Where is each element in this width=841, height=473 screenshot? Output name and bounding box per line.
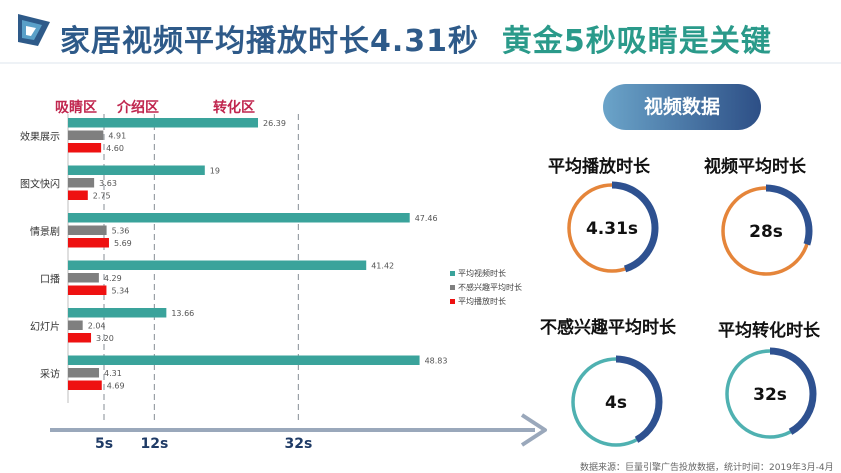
bar-value-label: 2.75 [93,192,111,201]
bar-value-label: 3.63 [99,179,117,188]
bar-0-3 [68,260,367,270]
reference-label-1: 12s [140,436,168,452]
bar-2-4 [68,333,92,343]
legend-swatch-0 [450,271,455,276]
bar-value-label: 41.42 [371,262,394,271]
legend-label-1: 不感兴趣平均时长 [458,282,522,292]
bar-value-label: 4.29 [104,274,122,283]
stat-title-0: 平均播放时长 [548,157,650,177]
bar-1-2 [68,225,107,235]
bar-2-5 [68,380,102,390]
ring-progress-arc [723,347,817,441]
bar-2-2 [68,238,109,248]
legend-label-0: 平均视频时长 [458,268,506,278]
bar-0-2 [68,213,410,223]
panel-heading: 视频数据 [603,84,761,130]
bar-2-1 [68,190,88,200]
timeline-arrowhead [520,413,547,447]
bar-2-0 [68,143,102,153]
ring-progress-arc [719,184,813,278]
bar-value-label: 5.34 [111,287,129,296]
stat-title-3: 平均转化时长 [718,321,820,341]
title-part-2: 黄金5秒吸睛是关键 [501,24,772,59]
zone-label-intro: 介绍区 [116,99,159,116]
bar-1-5 [68,368,100,378]
stat-ring-2: 4s [569,355,663,449]
zone-labels: 吸睛区 介绍区 转化区 [55,99,255,116]
legend-swatch-2 [450,299,455,304]
bar-value-label: 4.69 [107,382,125,391]
zone-label-attract: 吸睛区 [55,99,97,116]
stat-value-1: 28s [749,222,783,242]
bar-chart: 吸睛区 介绍区 转化区 5s 12s 32s 效果展示 26.39 4.91 4.60 图文快… [20,99,547,452]
legend-label-2: 平均播放时长 [458,296,506,306]
stat-ring-3: 32s [723,347,817,441]
bar-value-label: 13.66 [171,309,194,318]
ring-progress-arc [565,181,659,275]
logo-icon [18,14,50,46]
reference-label-0: 5s [95,436,113,452]
stat-title-1: 视频平均时长 [704,157,806,177]
stat-ring-0: 4.31s [565,181,659,275]
category-label: 效果展示 [20,130,60,143]
bar-1-3 [68,273,99,283]
source-note: 数据来源：巨量引擎广告投放数据，统计时间：2019年3月-4月 [580,463,834,473]
stat-ring-1: 28s [719,184,813,278]
ring-progress-arc [569,355,663,449]
category-label: 幻灯片 [30,320,60,333]
bar-value-label: 5.69 [114,239,132,248]
legend-swatch-1 [450,285,455,290]
stat-value-2: 4s [605,393,627,413]
zone-label-convert: 转化区 [213,99,255,116]
page-title: 家居视频平均播放时长4.31秒 黄金5秒吸睛是关键 [60,16,772,60]
category-label: 图文快闪 [20,177,60,190]
bar-0-0 [68,118,259,128]
bar-value-label: 26.39 [263,119,286,128]
bar-value-label: 3.20 [96,334,114,343]
bar-value-label: 5.36 [112,227,130,236]
stat-value-3: 32s [753,385,787,405]
bar-1-0 [68,130,104,140]
bar-value-label: 48.83 [425,357,448,366]
bar-value-label: 2.04 [88,322,106,331]
bar-2-3 [68,285,107,295]
reference-label-2: 32s [284,436,312,452]
category-label: 情景剧 [30,225,60,238]
bar-value-label: 19 [210,167,220,176]
bar-0-1 [68,165,205,175]
category-label: 采访 [40,368,60,380]
stat-title-2: 不感兴趣平均时长 [540,318,676,338]
title-underline [0,62,841,64]
bar-value-label: 4.91 [108,132,126,141]
bar-value-label: 4.31 [104,369,122,378]
bar-1-1 [68,178,95,188]
title-part-1: 家居视频平均播放时长4.31秒 [60,24,480,59]
bar-0-5 [68,355,420,365]
bar-0-4 [68,308,167,318]
stat-value-0: 4.31s [586,219,638,239]
bar-value-label: 4.60 [106,144,124,153]
bar-value-label: 47.46 [415,214,438,223]
bar-1-4 [68,320,83,330]
category-label: 口播 [40,272,60,285]
